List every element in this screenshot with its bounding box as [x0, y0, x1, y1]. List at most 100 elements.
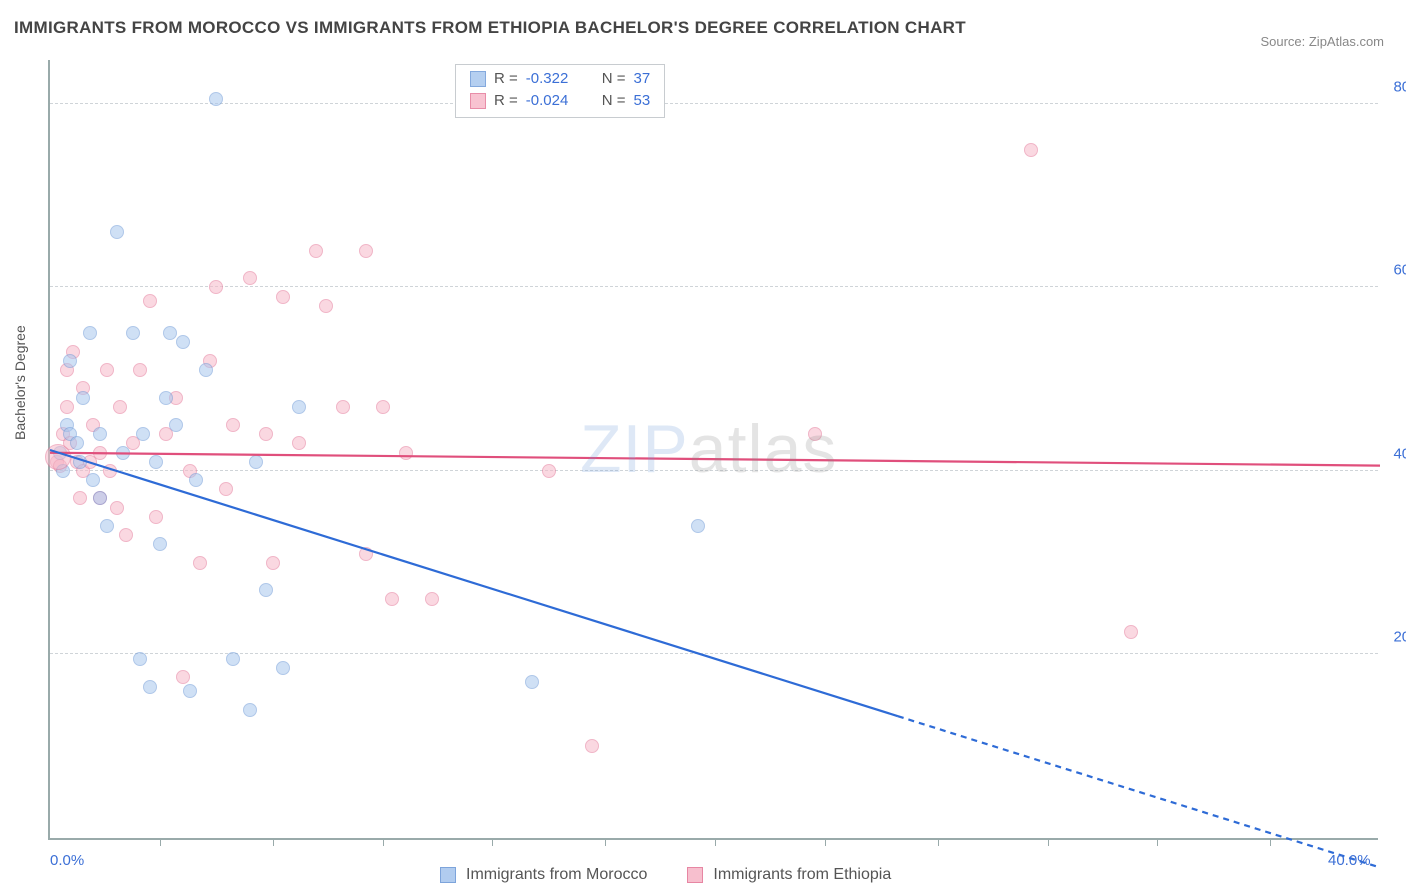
x-tick	[1157, 838, 1158, 846]
scatter-point	[93, 491, 107, 505]
legend-n-label: N =	[602, 90, 626, 112]
scatter-point	[209, 92, 223, 106]
y-tick-label: 80.0%	[1381, 78, 1406, 95]
y-axis-label: Bachelor's Degree	[12, 325, 28, 440]
legend-item: Immigrants from Ethiopia	[687, 866, 891, 884]
scatter-point	[209, 280, 223, 294]
scatter-point	[249, 455, 263, 469]
scatter-point	[126, 326, 140, 340]
x-tick	[825, 838, 826, 846]
scatter-point	[525, 675, 539, 689]
y-tick-label: 60.0%	[1381, 262, 1406, 279]
scatter-point	[219, 482, 233, 496]
scatter-point	[319, 299, 333, 313]
scatter-point	[86, 473, 100, 487]
scatter-point	[176, 670, 190, 684]
scatter-point	[189, 473, 203, 487]
scatter-point	[149, 455, 163, 469]
scatter-point	[76, 391, 90, 405]
scatter-point	[1024, 143, 1038, 157]
legend-swatch	[470, 71, 486, 87]
scatter-point	[425, 592, 439, 606]
y-tick-label: 20.0%	[1381, 629, 1406, 646]
scatter-point	[359, 244, 373, 258]
legend-swatch	[470, 93, 486, 109]
scatter-point	[259, 583, 273, 597]
x-tick-label: 40.0%	[1328, 852, 1371, 869]
scatter-point	[73, 491, 87, 505]
scatter-point	[176, 335, 190, 349]
scatter-point	[63, 354, 77, 368]
scatter-point	[243, 703, 257, 717]
correlation-legend: R = -0.322 N = 37R = -0.024 N = 53	[455, 64, 665, 118]
legend-label: Immigrants from Ethiopia	[713, 866, 891, 884]
scatter-point	[149, 510, 163, 524]
scatter-point	[136, 427, 150, 441]
scatter-point-large	[45, 444, 71, 470]
scatter-point	[199, 363, 213, 377]
legend-row: R =-0.322N =37	[470, 68, 650, 90]
scatter-point	[691, 519, 705, 533]
x-tick	[383, 838, 384, 846]
legend-swatch	[440, 867, 456, 883]
scatter-point	[226, 418, 240, 432]
scatter-point	[276, 290, 290, 304]
legend-r-label: R =	[494, 90, 518, 112]
scatter-point	[159, 391, 173, 405]
series-legend: Immigrants from Morocco Immigrants from E…	[440, 866, 891, 884]
scatter-point	[243, 271, 257, 285]
scatter-point	[100, 363, 114, 377]
legend-r-value: -0.024	[526, 90, 584, 112]
scatter-point	[110, 501, 124, 515]
scatter-point	[266, 556, 280, 570]
scatter-point	[309, 244, 323, 258]
scatter-point	[183, 684, 197, 698]
gridline	[50, 286, 1378, 287]
legend-r-value: -0.322	[526, 68, 584, 90]
legend-n-value: 53	[634, 90, 651, 112]
scatter-point	[83, 326, 97, 340]
scatter-point	[193, 556, 207, 570]
x-tick-label: 0.0%	[50, 852, 84, 869]
scatter-point	[60, 400, 74, 414]
scatter-point	[133, 363, 147, 377]
scatter-point	[100, 519, 114, 533]
x-tick	[160, 838, 161, 846]
scatter-point	[808, 427, 822, 441]
scatter-point	[73, 455, 87, 469]
x-tick	[492, 838, 493, 846]
x-tick	[273, 838, 274, 846]
scatter-point	[143, 294, 157, 308]
x-tick	[1048, 838, 1049, 846]
scatter-point	[226, 652, 240, 666]
scatter-point	[70, 436, 84, 450]
scatter-point	[113, 400, 127, 414]
legend-n-value: 37	[634, 68, 651, 90]
scatter-point	[119, 528, 133, 542]
scatter-point	[93, 446, 107, 460]
scatter-point	[110, 225, 124, 239]
legend-r-label: R =	[494, 68, 518, 90]
legend-row: R = -0.024 N = 53	[470, 90, 650, 112]
x-tick	[938, 838, 939, 846]
scatter-point	[169, 418, 183, 432]
gridline	[50, 653, 1378, 654]
scatter-point	[292, 436, 306, 450]
scatter-point	[103, 464, 117, 478]
scatter-point	[93, 427, 107, 441]
scatter-point	[133, 652, 147, 666]
scatter-point	[336, 400, 350, 414]
trend-lines	[50, 60, 1378, 838]
chart-title: IMMIGRANTS FROM MOROCCO VS IMMIGRANTS FR…	[14, 18, 966, 38]
legend-swatch	[687, 867, 703, 883]
scatter-point	[259, 427, 273, 441]
scatter-point	[163, 326, 177, 340]
legend-label: Immigrants from Morocco	[466, 866, 647, 884]
scatter-point	[376, 400, 390, 414]
legend-item: Immigrants from Morocco	[440, 866, 647, 884]
scatter-point	[143, 680, 157, 694]
x-tick	[605, 838, 606, 846]
scatter-point	[585, 739, 599, 753]
gridline	[50, 470, 1378, 471]
scatter-point	[359, 547, 373, 561]
